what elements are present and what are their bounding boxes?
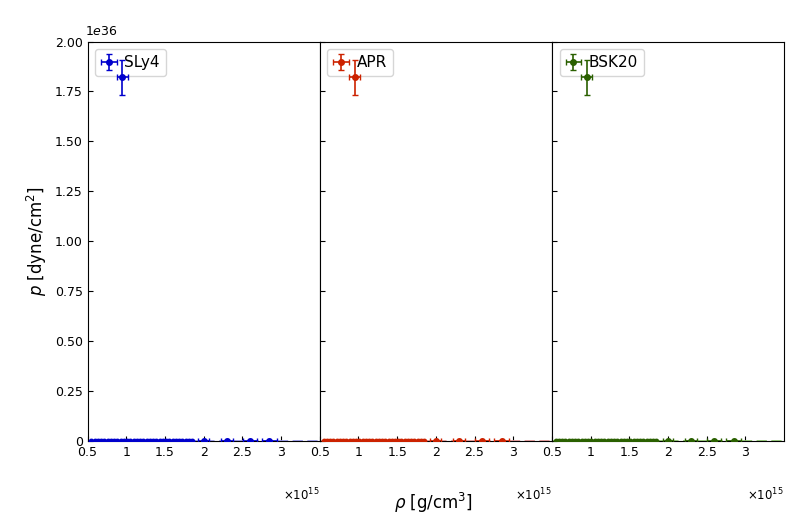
Text: $1e36$: $1e36$ — [85, 24, 118, 37]
Legend: APR: APR — [327, 49, 392, 76]
Legend: SLy4: SLy4 — [96, 49, 166, 76]
Text: $\rho$ [g/cm$^3$]: $\rho$ [g/cm$^3$] — [394, 490, 474, 515]
Text: $\times10^{15}$: $\times10^{15}$ — [747, 487, 784, 504]
Y-axis label: $p$ [dyne/cm$^2$]: $p$ [dyne/cm$^2$] — [25, 186, 49, 296]
Text: $\times10^{15}$: $\times10^{15}$ — [283, 487, 320, 504]
Legend: BSK20: BSK20 — [560, 49, 644, 76]
Text: $\times10^{15}$: $\times10^{15}$ — [515, 487, 552, 504]
